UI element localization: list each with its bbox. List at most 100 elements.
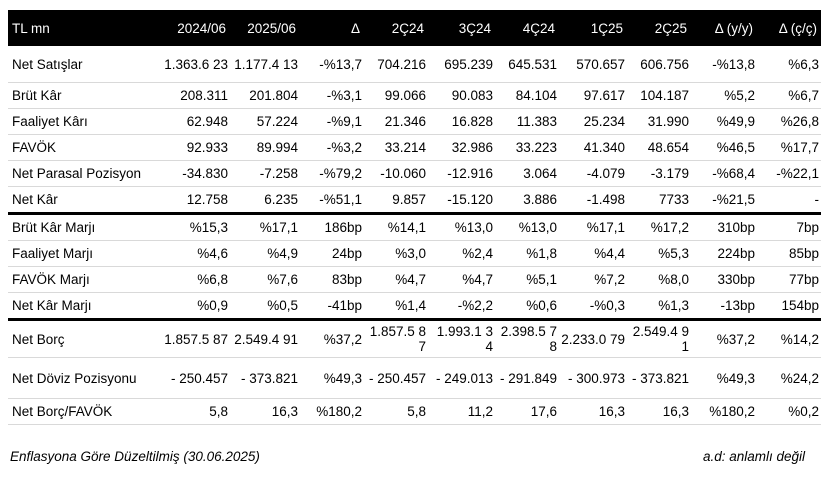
table-cell: 33.223: [495, 134, 559, 161]
table-cell: -%68,4: [691, 160, 757, 187]
table-cell: 1.857.5 87: [159, 319, 230, 358]
table-cell: -41bp: [300, 292, 364, 321]
table-cell: -%0,3: [559, 292, 627, 321]
table-cell: %46,5: [691, 134, 757, 161]
table-cell: 5,8: [159, 398, 230, 425]
row-label: Faaliyet Kârı: [8, 108, 159, 135]
table-cell: - 250.457: [364, 357, 428, 399]
row-label: Net Borç/FAVÖK: [8, 398, 159, 425]
table-cell: 97.617: [559, 82, 627, 109]
table-cell: %1,3: [627, 292, 691, 321]
table-cell: - 373.821: [627, 357, 691, 399]
table-cell: 12.758: [159, 186, 230, 215]
table-cell: %13,0: [428, 213, 495, 241]
table-cell: 186bp: [300, 213, 364, 241]
table-cell: 16.828: [428, 108, 495, 135]
table-cell: %0,2: [757, 398, 821, 425]
row-label: FAVÖK Marjı: [8, 266, 159, 293]
table-cell: 1.363.6 23: [159, 46, 230, 83]
table-row: Faaliyet Marjı %4,6 %4,9 24bp %3,0 %2,4 %1,8 %4…: [8, 240, 821, 267]
table-cell: -%3,2: [300, 134, 364, 161]
table-cell: %15,3: [159, 213, 230, 241]
table-cell: 2.233.0 79: [559, 319, 627, 358]
table-cell: %14,1: [364, 213, 428, 241]
table-cell: -%9,1: [300, 108, 364, 135]
header-cell: 4Ç24: [495, 10, 559, 46]
table-cell: %4,4: [559, 240, 627, 267]
table-cell: 21.346: [364, 108, 428, 135]
table-cell: %6,7: [757, 82, 821, 109]
table-cell: 1.857.5 87: [364, 319, 428, 358]
table-cell: %5,1: [495, 266, 559, 293]
table-cell: -%21,5: [691, 186, 757, 215]
table-cell: 41.340: [559, 134, 627, 161]
row-label: Faaliyet Marjı: [8, 240, 159, 267]
table-cell: %14,2: [757, 319, 821, 358]
table-cell: - 373.821: [230, 357, 300, 399]
table-cell: 31.990: [627, 108, 691, 135]
table-cell: -34.830: [159, 160, 230, 187]
table-cell: 16,3: [627, 398, 691, 425]
table-cell: %6,8: [159, 266, 230, 293]
table-cell: %1,4: [364, 292, 428, 321]
table-cell: %37,2: [300, 319, 364, 358]
table-cell: %49,3: [300, 357, 364, 399]
table-cell: -13bp: [691, 292, 757, 321]
table-row: Net Döviz Pozisyonu - 250.457- 373.821 %49…: [8, 357, 821, 399]
table-cell: 57.224: [230, 108, 300, 135]
table-cell: %0,5: [230, 292, 300, 321]
table-row: Brüt Kâr Marjı %15,3 %17,1 186bp %14,1 %13,0%…: [8, 213, 821, 241]
header-cell: 2024/06: [159, 10, 230, 46]
table-cell: -10.060: [364, 160, 428, 187]
table-cell: -%79,2: [300, 160, 364, 187]
table-cell: 330bp: [691, 266, 757, 293]
table-cell: -%51,1: [300, 186, 364, 215]
table-cell: %4,7: [364, 266, 428, 293]
header-cell: Δ: [300, 10, 364, 46]
table-cell: %26,8: [757, 108, 821, 135]
table-row: FAVÖK 92.933 89.994 -%3,2 33.214 32.986 33.223…: [8, 134, 821, 161]
table-cell: 645.531: [495, 46, 559, 83]
table-cell: - 249.013: [428, 357, 495, 399]
table-cell: %1,8: [495, 240, 559, 267]
table-cell: 201.804: [230, 82, 300, 109]
table-cell: 6.235: [230, 186, 300, 215]
header-cell: 2Ç24: [364, 10, 428, 46]
table-cell: 92.933: [159, 134, 230, 161]
row-label: Brüt Kâr Marjı: [8, 213, 159, 241]
row-label: Net Döviz Pozisyonu: [8, 357, 159, 399]
table-cell: 2.549.4 91: [230, 319, 300, 358]
table-cell: %17,1: [559, 213, 627, 241]
table-row: Net Borç 1.857.5 87 2.549.4 91 %37,2 1.857.5…: [8, 319, 821, 358]
table-cell: 224bp: [691, 240, 757, 267]
table-cell: 83bp: [300, 266, 364, 293]
table-cell: 310bp: [691, 213, 757, 241]
table-cell: %5,2: [691, 82, 757, 109]
table-cell: %3,0: [364, 240, 428, 267]
table-cell: 11.383: [495, 108, 559, 135]
table-cell: -: [757, 186, 821, 215]
table-cell: %49,9: [691, 108, 757, 135]
table-cell: 90.083: [428, 82, 495, 109]
row-label: Net Parasal Pozisyon: [8, 160, 159, 187]
table-cell: -3.179: [627, 160, 691, 187]
table-cell: %7,2: [559, 266, 627, 293]
table-cell: %0,9: [159, 292, 230, 321]
table-cell: -4.079: [559, 160, 627, 187]
table-cell: %8,0: [627, 266, 691, 293]
table-cell: 7bp: [757, 213, 821, 241]
table-cell: - 250.457: [159, 357, 230, 399]
table-cell: 704.216: [364, 46, 428, 83]
table-cell: %17,1: [230, 213, 300, 241]
table-cell: 2.549.4 91: [627, 319, 691, 358]
table-row: Net Kâr 12.758 6.235 -%51,1 9.857 -15.120 3.88…: [8, 186, 821, 215]
table-cell: %4,7: [428, 266, 495, 293]
table-cell: 77bp: [757, 266, 821, 293]
financial-summary-table: TL mn 2024/06 2025/06 Δ 2Ç24 3Ç24 4Ç24 1…: [8, 10, 821, 425]
table-cell: %7,6: [230, 266, 300, 293]
table-cell: -1.498: [559, 186, 627, 215]
row-label: Net Kâr: [8, 186, 159, 215]
table-cell: -%13,8: [691, 46, 757, 83]
row-label: Brüt Kâr: [8, 82, 159, 109]
